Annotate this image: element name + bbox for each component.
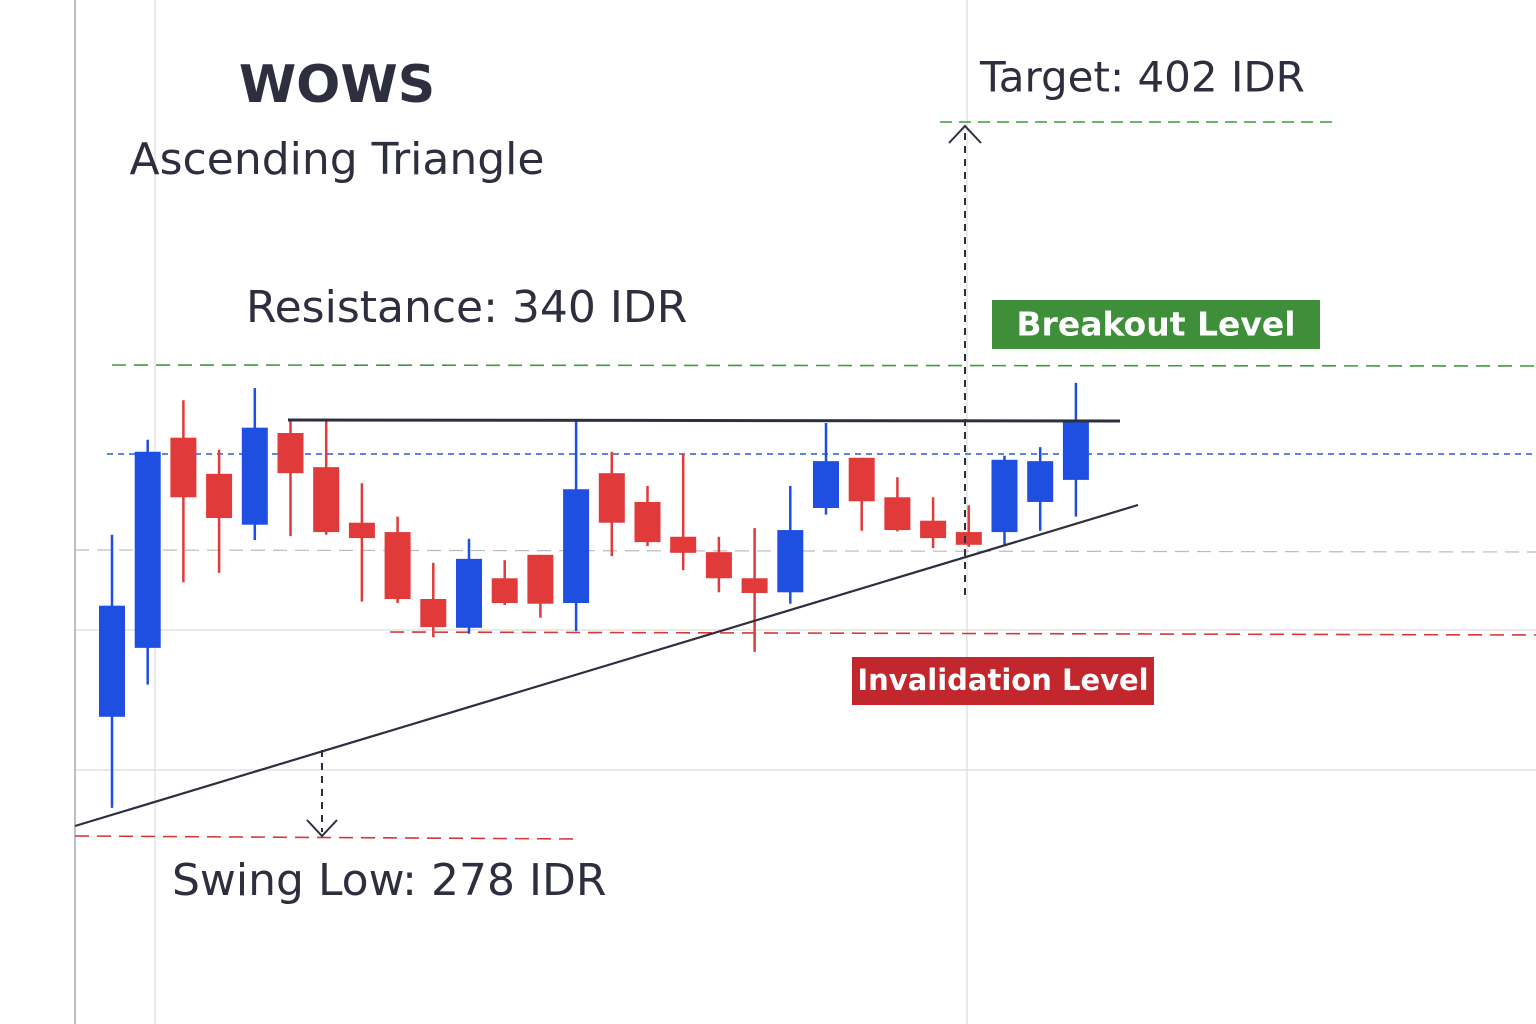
candle-body [884,497,911,531]
breakout-line [111,364,1536,367]
candle-body [920,520,947,539]
invalidation-box [852,657,1154,705]
resistance-label: Resistance: 340 IDR [246,282,687,333]
candle-body [1027,461,1054,502]
candle-body [527,554,554,604]
candle-body [955,532,982,545]
resistance-line [287,418,1121,423]
invalidation-line [389,631,1536,636]
candle-body [420,599,447,628]
candle-body [134,451,161,648]
candle-body [206,473,233,519]
swing-low-label: Swing Low: 278 IDR [172,855,606,906]
candle-body [705,552,732,579]
candle-body [777,530,804,593]
chart-subtitle: Ascending Triangle [130,134,545,185]
candles [99,382,1089,808]
arrow-head [306,819,338,838]
breakout-label: Breakout Level [1016,305,1295,344]
candle-body [634,501,661,543]
candle-body [456,558,482,628]
candle-body [99,605,125,717]
grid-line [74,549,1536,553]
candle-body [991,459,1018,533]
candle-body [348,522,375,539]
trend-line [74,503,1139,828]
candle-body [277,433,304,474]
candle-body [563,489,590,604]
grid [74,0,1536,1024]
candle-body [170,437,197,498]
candle-body [741,578,768,593]
candle-body [313,467,340,533]
chart-title: WOWS [239,55,435,115]
candle-body [491,578,518,604]
arrow-head [948,124,982,144]
candle-body [670,536,697,553]
candle-body [813,461,839,508]
candle-body [1062,420,1089,480]
candle-body [241,427,268,525]
swing-low-line [74,835,579,840]
target-label: Target: 402 IDR [979,53,1305,102]
breakout-box [992,300,1320,349]
candle-body [598,473,625,523]
invalidation-label: Invalidation Level [857,663,1148,697]
candle-body [848,457,875,502]
candle-body [384,532,411,600]
